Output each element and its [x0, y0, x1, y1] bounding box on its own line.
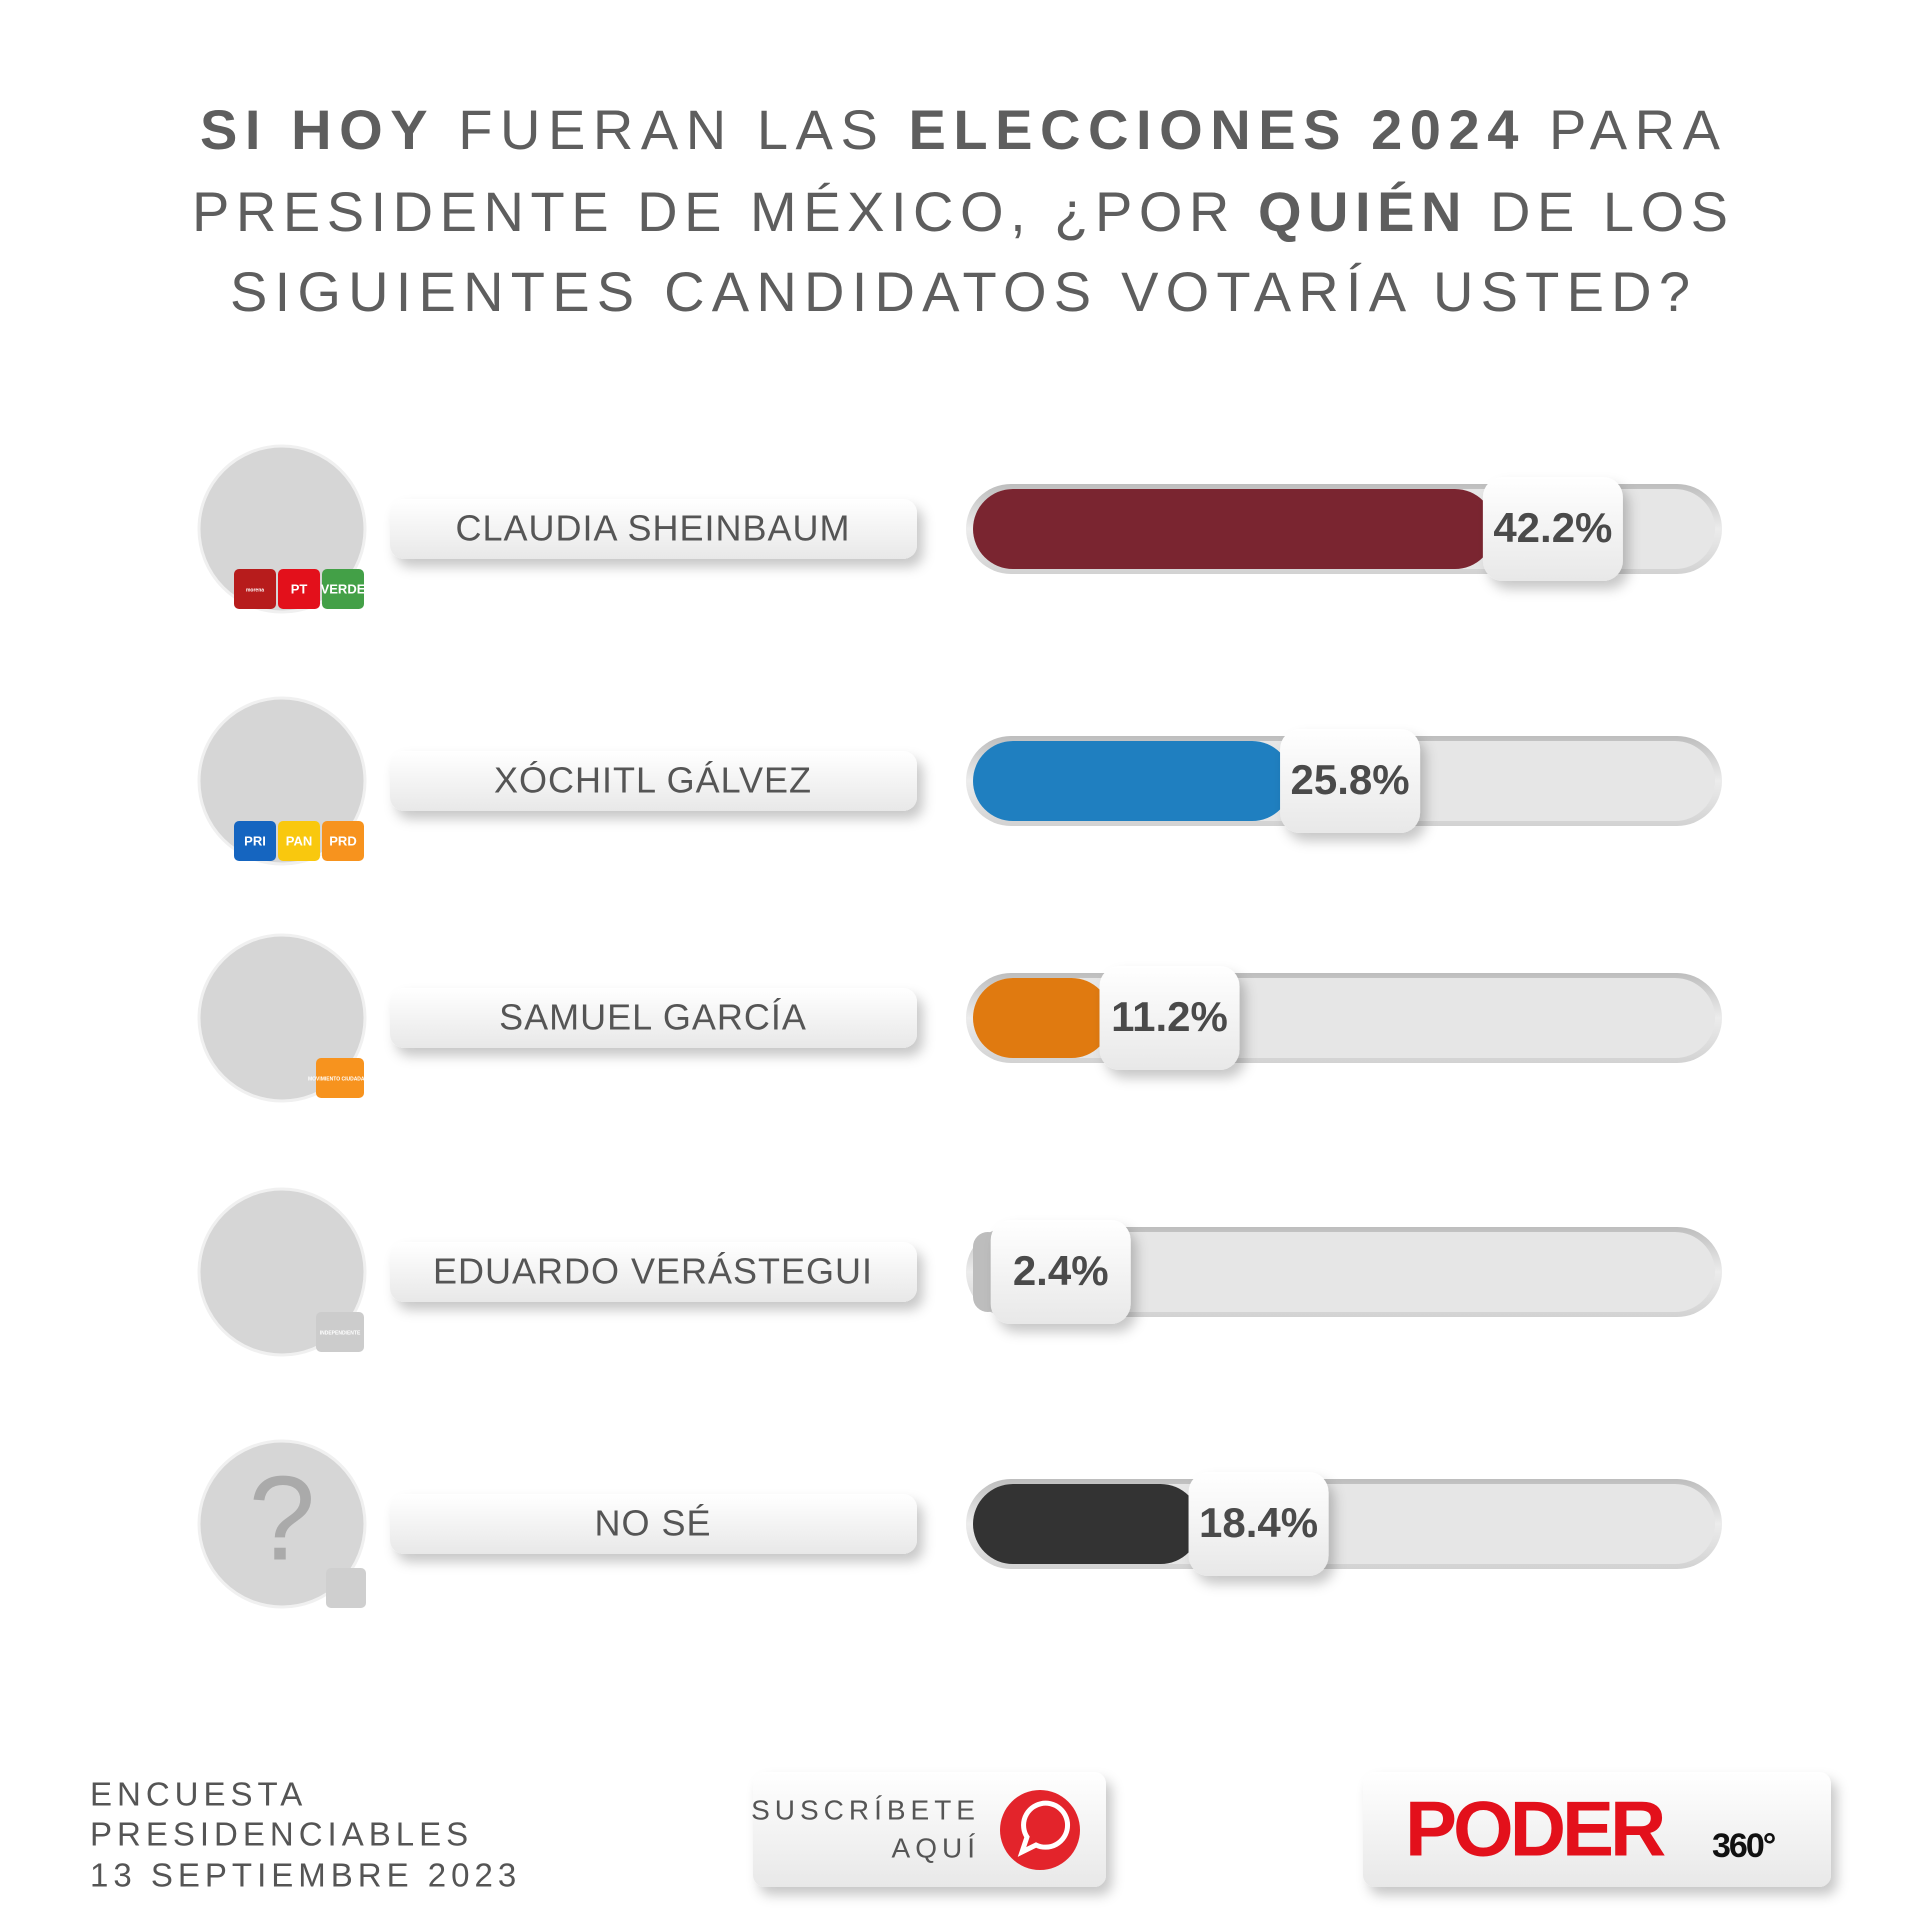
chart-title-segment: PRESIDENTE DE MÉXICO, ¿POR: [192, 180, 1229, 243]
party-badge-label: PRD: [329, 833, 356, 848]
party-badge-label: PT: [291, 581, 308, 596]
party-badge-label: PAN: [286, 833, 312, 848]
footer-line: 13 SEPTIEMBRE 2023: [90, 1857, 521, 1894]
party-badge-label: MOVIMIENTO CIUDADANO: [308, 1076, 372, 1082]
bar: [973, 1484, 1201, 1564]
chart-title-segment: QUIÉN: [1258, 180, 1461, 243]
value-label: 42.2%: [1493, 504, 1612, 551]
candidate-photo: [197, 1439, 367, 1609]
subscribe-text: AQUÍ: [892, 1832, 980, 1863]
bar-track-inner: [973, 1232, 1715, 1312]
name-pill: [390, 1242, 917, 1302]
name-pill: [390, 988, 917, 1048]
party-badge: [322, 821, 364, 861]
name-pill: [390, 1494, 917, 1554]
value-pill: [990, 1220, 1131, 1324]
party-badge: [322, 569, 364, 609]
y-tick-label: CLAUDIA SHEINBAUM: [455, 508, 850, 549]
party-badge: [278, 821, 320, 861]
chart-title-segment: PARA: [1549, 98, 1721, 161]
value-label: 2.4%: [1013, 1247, 1109, 1294]
party-badge: [316, 1058, 364, 1098]
chart-title-segment: FUERAN LAS: [458, 98, 878, 161]
chart-title-line: SI HOY FUERAN LAS ELECCIONES 2024 PARA: [200, 98, 1721, 161]
party-badge-label: INDEPENDIENTE: [320, 1330, 361, 1336]
value-label: 11.2%: [1111, 993, 1228, 1040]
bar: [973, 741, 1293, 821]
logo-box: [1363, 1772, 1831, 1887]
party-badge-label: morena: [246, 587, 264, 593]
party-badge: [278, 569, 320, 609]
value-pill: [1280, 729, 1421, 833]
chart-title-segment: ELECCIONES 2024: [908, 98, 1518, 161]
name-pill: [390, 751, 917, 811]
value-pill: [1482, 477, 1623, 581]
chart-title-segment: DE LOS: [1490, 180, 1728, 243]
y-tick-label: SAMUEL GARCÍA: [499, 997, 807, 1038]
value-label: 25.8%: [1291, 756, 1410, 803]
party-badge-label: VERDE: [321, 581, 366, 596]
party-badge: [234, 821, 276, 861]
chart-title-segment: SI HOY: [200, 98, 428, 161]
badge-box: [326, 1568, 366, 1608]
logo-suffix: 360°: [1712, 1827, 1776, 1865]
logo-main: PODER: [1405, 1785, 1665, 1873]
y-tick-label: XÓCHITL GÁLVEZ: [494, 760, 812, 801]
footer: [753, 1772, 1831, 1887]
unknown-mark: ?: [249, 1452, 316, 1586]
value-pill: [1099, 966, 1240, 1070]
y-tick-label: NO SÉ: [594, 1503, 711, 1544]
subscribe-text: SUSCRÍBETE: [751, 1794, 980, 1825]
name-pill: [390, 499, 917, 559]
footer-line: PRESIDENCIABLES: [90, 1816, 473, 1853]
chart-title-line: PRESIDENTE DE MÉXICO, ¿POR QUIÉN DE LOS: [192, 180, 1728, 243]
whatsapp-glyph: [1017, 1800, 1071, 1857]
party-badge: [234, 569, 276, 609]
y-tick-label: EDUARDO VERÁSTEGUI: [433, 1251, 873, 1292]
bar: [973, 489, 1495, 569]
party-badge: [316, 1312, 364, 1352]
party-badge-label: PRI: [244, 833, 266, 848]
value-pill: [1188, 1472, 1329, 1576]
bar: [973, 978, 1112, 1058]
value-label: 18.4%: [1199, 1499, 1318, 1546]
footer-line: ENCUESTA: [90, 1776, 307, 1813]
